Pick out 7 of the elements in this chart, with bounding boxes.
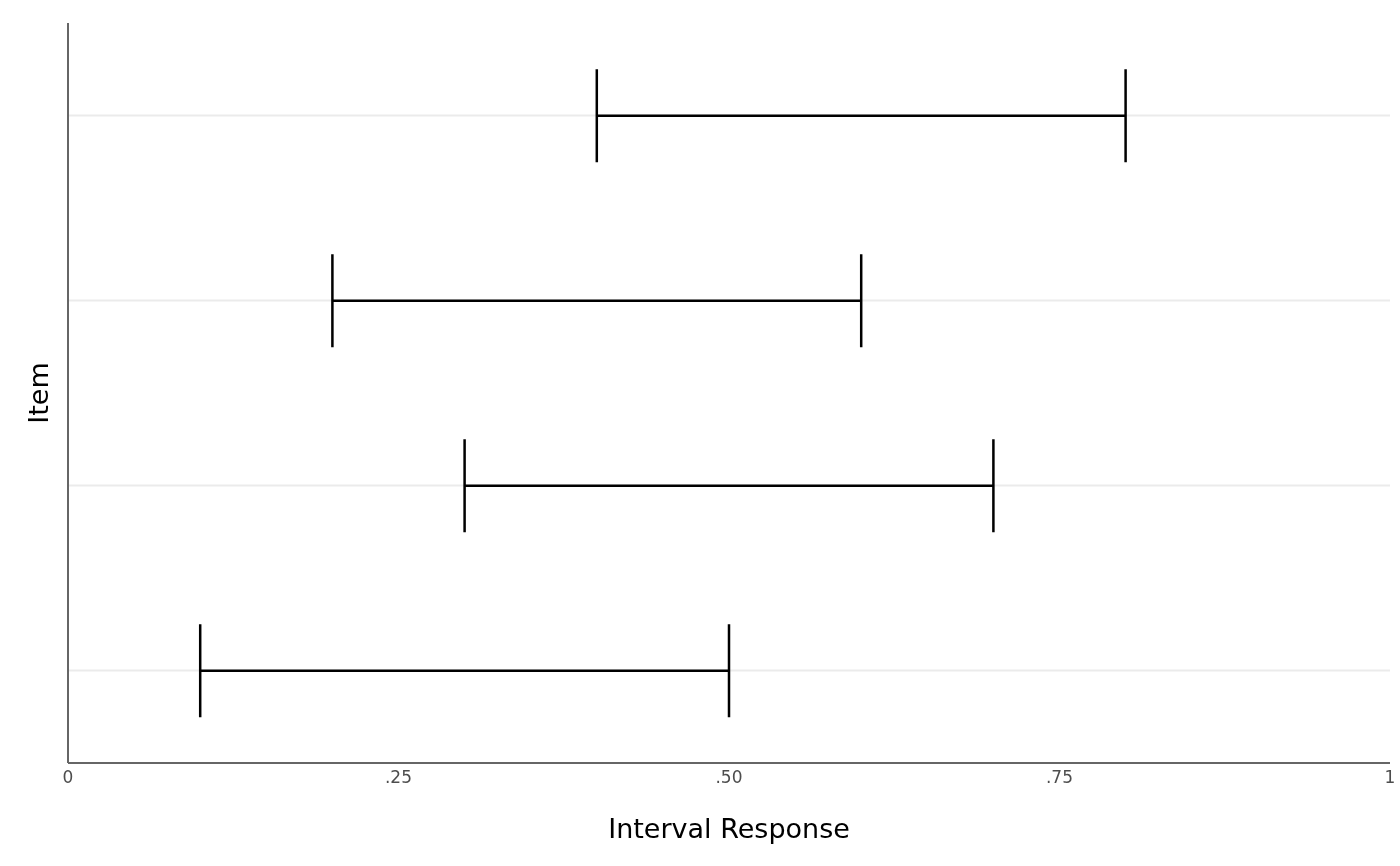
y-axis-title: Item (22, 362, 54, 424)
x-tick-label: .50 (715, 767, 743, 788)
x-tick-label: 0 (62, 767, 74, 788)
x-axis-title: Interval Response (608, 813, 850, 844)
x-tick-label: .75 (1045, 767, 1074, 788)
x-tick-label: 1 (1384, 767, 1396, 788)
x-tick-label: .25 (384, 767, 413, 788)
